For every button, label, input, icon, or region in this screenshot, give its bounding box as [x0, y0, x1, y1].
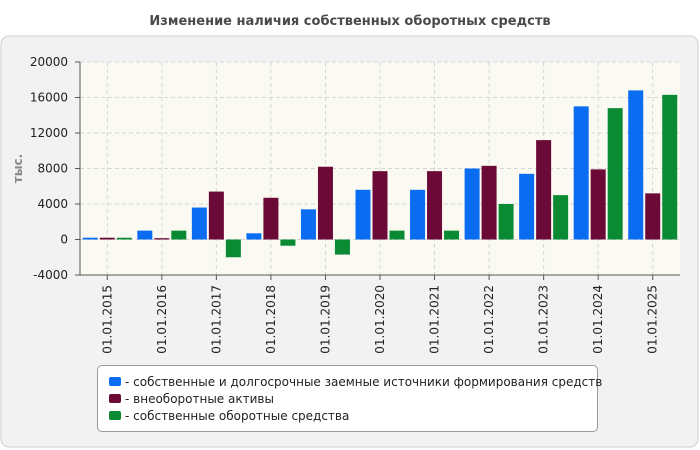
bar-series-2 — [645, 193, 661, 240]
y-axis-label: тыс. — [11, 154, 25, 183]
bar-series-2 — [372, 171, 388, 240]
bar-series-1 — [137, 230, 153, 240]
bar-series-1 — [191, 207, 207, 240]
bar-series-1 — [519, 173, 535, 240]
bar-series-3 — [553, 195, 569, 240]
bar-series-2 — [481, 165, 497, 240]
bar-series-3 — [662, 94, 678, 240]
y-tick-label: 8000 — [37, 162, 68, 176]
y-tick-label: 16000 — [30, 91, 68, 105]
bar-series-2 — [317, 166, 333, 240]
legend-item-noncurrent-assets: - внеоборотные активы — [109, 390, 597, 407]
bar-series-3 — [334, 239, 350, 255]
bar-series-2 — [99, 237, 115, 240]
x-tick-label: 01.01.2024 — [591, 285, 605, 354]
bar-series-3 — [171, 230, 187, 240]
bar-series-3 — [498, 204, 514, 240]
x-tick-label: 01.01.2021 — [428, 285, 442, 354]
y-tick-label: 12000 — [30, 126, 68, 140]
bar-series-1 — [246, 233, 262, 240]
y-tick-label: 0 — [60, 233, 68, 247]
bar-series-1 — [464, 168, 480, 240]
x-tick-label: 01.01.2015 — [100, 285, 114, 354]
bar-series-1 — [300, 209, 316, 240]
bar-series-3 — [280, 239, 296, 246]
x-tick-label: 01.01.2022 — [482, 285, 496, 354]
legend-swatch-sources — [109, 377, 121, 386]
legend-label-noncurrent-assets: - внеоборотные активы — [125, 391, 274, 406]
x-tick-label: 01.01.2016 — [155, 285, 169, 354]
bar-series-2 — [427, 171, 443, 240]
bar-series-2 — [590, 169, 606, 240]
x-tick-label: 01.01.2018 — [264, 285, 278, 354]
legend-item-sources: - собственные и долгосрочные заемные ист… — [109, 373, 602, 390]
x-tick-label: 01.01.2023 — [537, 285, 551, 354]
y-tick-label: 4000 — [37, 197, 68, 211]
bar-series-2 — [208, 191, 224, 240]
bar-series-3 — [116, 237, 132, 240]
bar-series-2 — [536, 140, 552, 240]
bar-series-1 — [82, 237, 98, 240]
y-tick-label: 20000 — [30, 55, 68, 69]
legend-swatch-working-capital — [109, 411, 121, 420]
legend: - собственные и долгосрочные заемные ист… — [97, 365, 602, 432]
bar-series-3 — [444, 230, 460, 240]
bar-series-3 — [225, 239, 241, 258]
x-tick-label: 01.01.2025 — [646, 285, 660, 354]
legend-swatch-noncurrent-assets — [109, 394, 121, 403]
bar-series-2 — [263, 197, 279, 240]
chart-title: Изменение наличия собственных оборотных … — [149, 14, 550, 29]
bar-series-3 — [389, 230, 405, 240]
x-tick-label: 01.01.2020 — [373, 285, 387, 354]
bar-series-1 — [628, 90, 644, 240]
x-tick-label: 01.01.2019 — [318, 285, 332, 354]
bar-series-3 — [607, 108, 623, 240]
bar-series-1 — [355, 189, 371, 240]
bar-series-1 — [410, 189, 426, 240]
bar-series-2 — [154, 238, 170, 240]
bar-series-1 — [573, 106, 589, 240]
legend-item-working-capital: - собственные оборотные средства — [109, 407, 597, 424]
y-tick-label: -4000 — [33, 268, 68, 282]
x-tick-label: 01.01.2017 — [209, 285, 223, 354]
legend-label-sources: - собственные и долгосрочные заемные ист… — [125, 374, 603, 389]
legend-label-working-capital: - собственные оборотные средства — [125, 408, 350, 423]
